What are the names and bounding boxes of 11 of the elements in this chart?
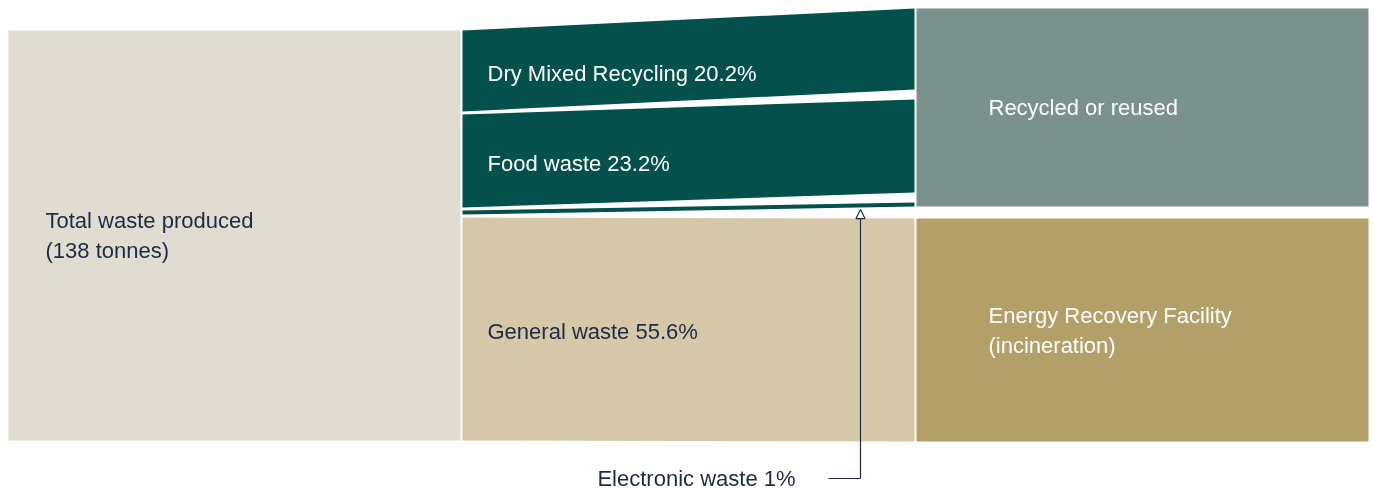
category-label: General waste	[487, 318, 630, 344]
data-label: 23.2%	[607, 150, 670, 176]
data-label: 20.2%	[694, 60, 757, 86]
text: Energy Recovery Facility (incineration)	[988, 302, 1232, 358]
text: Recycled or reused	[988, 95, 1179, 121]
data-label: 55.6%	[635, 318, 698, 344]
text: Total waste produced (138 tonnes)	[45, 208, 254, 263]
category-label: Electronic waste	[597, 466, 758, 488]
category-label: Food waste	[487, 150, 602, 176]
category-label: Dry Mixed Recycling	[487, 60, 688, 86]
data-label: 1%	[763, 466, 796, 488]
